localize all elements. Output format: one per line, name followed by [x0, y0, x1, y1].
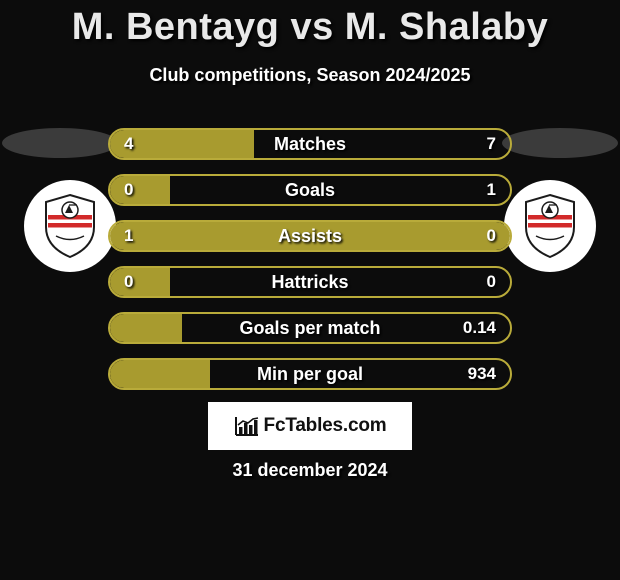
- stat-label: Goals per match: [110, 314, 510, 342]
- stat-row: 01Goals: [108, 174, 512, 206]
- stat-row: 934Min per goal: [108, 358, 512, 390]
- chart-logo-icon: [234, 415, 260, 437]
- stat-label: Hattricks: [110, 268, 510, 296]
- footer-date: 31 december 2024: [0, 460, 620, 481]
- stat-label: Matches: [110, 130, 510, 158]
- stat-row: 0.14Goals per match: [108, 312, 512, 344]
- branding-box: FcTables.com: [208, 402, 412, 450]
- stat-label: Assists: [110, 222, 510, 250]
- stat-row: 47Matches: [108, 128, 512, 160]
- stat-row: 10Assists: [108, 220, 512, 252]
- stats-bars: 47Matches 01Goals 10Assists 00Hattricks 0.14…: [108, 128, 512, 404]
- page-title: M. Bentayg vs M. Shalaby: [0, 6, 620, 49]
- player-right-club-badge: [504, 180, 596, 272]
- player-left-club-badge: [24, 180, 116, 272]
- comparison-infographic: M. Bentayg vs M. Shalaby Club competitio…: [0, 6, 620, 580]
- zamalek-crest-icon: [522, 193, 578, 259]
- zamalek-crest-icon: [42, 193, 98, 259]
- page-subtitle: Club competitions, Season 2024/2025: [0, 65, 620, 86]
- stat-label: Goals: [110, 176, 510, 204]
- player-left-shadow: [2, 128, 118, 158]
- stat-row: 00Hattricks: [108, 266, 512, 298]
- player-right-shadow: [502, 128, 618, 158]
- stat-label: Min per goal: [110, 360, 510, 388]
- branding-text: FcTables.com: [264, 415, 387, 437]
